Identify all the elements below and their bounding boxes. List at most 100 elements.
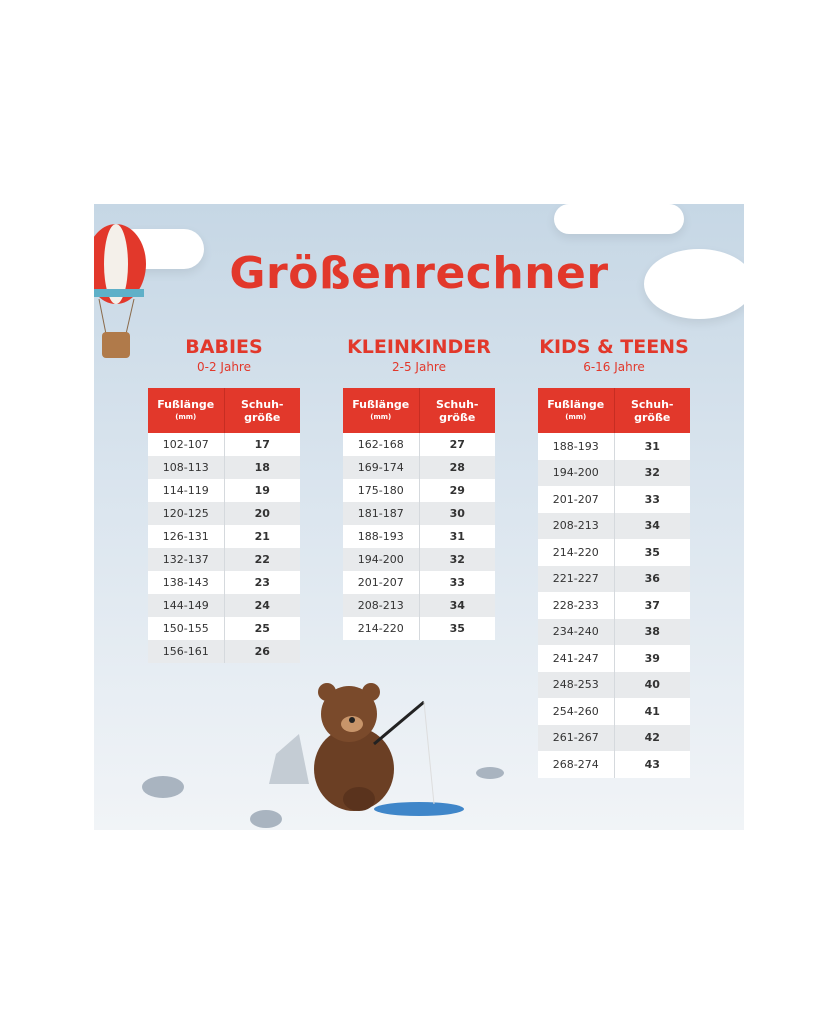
foot-length-cell: 201-207 [343,571,420,594]
header-label: Fußlänge [157,397,215,411]
header-unit: (mm) [370,412,392,421]
column-header-foot-length: Fußlänge (mm) [538,388,615,433]
foot-length-cell: 241-247 [538,645,615,672]
foot-length-cell: 108-113 [148,456,225,479]
shoe-size-cell: 25 [224,617,300,640]
shoe-size-cell: 33 [614,486,690,513]
table-row: 268-274 43 [538,751,690,778]
cloud-decoration [644,249,744,319]
size-table: Fußlänge (mm) Schuh-größe 102-107 17 108-11… [148,388,300,663]
table-row: 201-207 33 [343,571,495,594]
table-row: 201-207 33 [538,486,690,513]
shoe-size-cell: 40 [614,671,690,698]
foot-length-cell: 156-161 [148,640,225,663]
table-row: 102-107 17 [148,433,300,456]
shoe-size-cell: 28 [419,456,495,479]
table-row: 120-125 20 [148,502,300,525]
table-row: 221-227 36 [538,565,690,592]
foot-length-cell: 181-187 [343,502,420,525]
header-label: Schuh- [630,397,674,411]
page-title: Größenrechner [229,248,609,299]
shoe-size-cell: 27 [419,433,495,456]
shoe-size-cell: 35 [614,539,690,566]
table-row: 175-180 29 [343,479,495,502]
table-row: 108-113 18 [148,456,300,479]
table-row: 126-131 21 [148,525,300,548]
column-header-foot-length: Fußlänge (mm) [343,388,420,433]
shoe-size-cell: 29 [419,479,495,502]
table-row: 144-149 24 [148,594,300,617]
cloud-decoration [554,204,684,234]
foot-length-cell: 208-213 [343,594,420,617]
table-row: 181-187 30 [343,502,495,525]
group-age-range: 2-5 Jahre [392,360,446,374]
foot-length-cell: 254-260 [538,698,615,725]
foot-length-cell: 234-240 [538,618,615,645]
foot-length-cell: 248-253 [538,671,615,698]
foot-length-cell: 144-149 [148,594,225,617]
shoe-size-cell: 35 [419,617,495,640]
rock-decoration [250,810,282,828]
column-header-shoe-size: Schuh-größe [224,388,300,433]
rock-decoration [476,767,504,779]
foot-length-cell: 208-213 [538,512,615,539]
group-title: BABIES [185,336,263,358]
shoe-size-cell: 38 [614,618,690,645]
foot-length-cell: 114-119 [148,479,225,502]
foot-length-cell: 194-200 [538,459,615,486]
header-label: Fußlänge [547,397,605,411]
header-label: größe [634,410,671,424]
foot-length-cell: 188-193 [538,433,615,460]
table-row: 188-193 31 [343,525,495,548]
column-header-shoe-size: Schuh-größe [419,388,495,433]
shoe-size-cell: 32 [614,459,690,486]
foot-length-cell: 126-131 [148,525,225,548]
shoe-size-cell: 31 [614,433,690,460]
foot-length-cell: 162-168 [343,433,420,456]
foot-length-cell: 120-125 [148,502,225,525]
hot-air-balloon-icon [94,224,146,358]
table-row: 194-200 32 [343,548,495,571]
table-row: 234-240 38 [538,618,690,645]
table-row: 261-267 42 [538,724,690,751]
shoe-size-cell: 31 [419,525,495,548]
table-row: 138-143 23 [148,571,300,594]
table-row: 214-220 35 [538,539,690,566]
header-label: größe [439,410,476,424]
foot-length-cell: 214-220 [343,617,420,640]
table-row: 162-168 27 [343,433,495,456]
table-row: 114-119 19 [148,479,300,502]
table-row: 169-174 28 [343,456,495,479]
table-row: 156-161 26 [148,640,300,663]
table-row: 132-137 22 [148,548,300,571]
shoe-size-cell: 21 [224,525,300,548]
table-row: 241-247 39 [538,645,690,672]
group-babies: BABIES 0-2 Jahre Fußlänge (mm) Schuh-größ… [148,336,300,663]
group-age-range: 6-16 Jahre [583,360,645,374]
column-header-shoe-size: Schuh-größe [614,388,690,433]
table-row: 150-155 25 [148,617,300,640]
table-row: 214-220 35 [343,617,495,640]
foot-length-cell: 188-193 [343,525,420,548]
shoe-size-cell: 34 [614,512,690,539]
table-row: 254-260 41 [538,698,690,725]
table-row: 194-200 32 [538,459,690,486]
size-table: Fußlänge (mm) Schuh-größe 162-168 27 169-17… [343,388,495,640]
foot-length-cell: 102-107 [148,433,225,456]
size-table: Fußlänge (mm) Schuh-größe 188-193 31 194-20… [538,388,690,778]
group-age-range: 0-2 Jahre [197,360,251,374]
shoe-size-cell: 42 [614,724,690,751]
size-chart-panel: Größenrechner BABIES 0-2 Jahre Fußlänge(… [94,204,744,830]
foot-length-cell: 261-267 [538,724,615,751]
shoe-size-cell: 20 [224,502,300,525]
group-kleinkinder: KLEINKINDER 2-5 Jahre Fußlänge (mm) Schuh… [343,336,495,640]
shoe-size-cell: 33 [419,571,495,594]
shoe-size-cell: 41 [614,698,690,725]
column-header-foot-length: Fußlänge (mm) [148,388,225,433]
header-unit: (mm) [565,412,587,421]
foot-length-cell: 214-220 [538,539,615,566]
shoe-size-cell: 36 [614,565,690,592]
group-title: KLEINKINDER [347,336,491,358]
foot-length-cell: 221-227 [538,565,615,592]
foot-length-cell: 138-143 [148,571,225,594]
